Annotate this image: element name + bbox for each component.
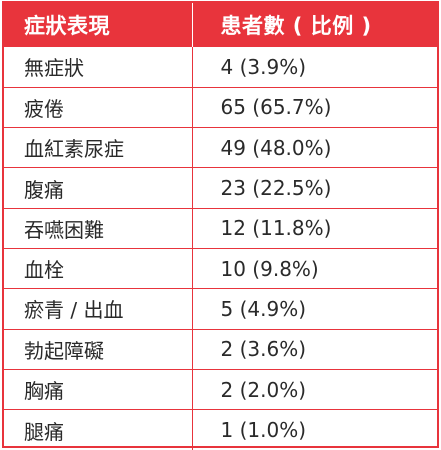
table-row: 勃起障礙 2 (3.6%) xyxy=(4,328,437,370)
table-row: 血栓 10 (9.8%) xyxy=(4,247,437,289)
table-row: 血紅素尿症 49 (48.0%) xyxy=(4,127,437,168)
table-row: 胸痛 2 (2.0%) xyxy=(4,368,437,410)
table-row: 腿痛 1 (1.0%) xyxy=(4,409,437,450)
count-cell: 5 (4.9%) xyxy=(192,288,437,330)
count-cell: 4 (3.9%) xyxy=(220,54,307,79)
count-cell: 12 (11.8%) xyxy=(192,207,437,249)
count-cell: 49 (48.0%) xyxy=(192,127,437,168)
count-cell: 2 (2.0%) xyxy=(192,368,437,410)
symptom-cell: 瘀青 / 出血 xyxy=(4,288,193,330)
symptom-cell: 腹痛 xyxy=(4,167,193,209)
header-row: 症狀表現 患者數 ( 比例 ) xyxy=(4,3,437,47)
symptom-table-grid: 症狀表現 患者數 ( 比例 ) 無症狀 4 (3.9%) 疲倦 65 (65.7… xyxy=(4,3,437,450)
table-row: 瘀青 / 出血 5 (4.9%) xyxy=(4,288,437,330)
table-row: 疲倦 65 (65.7%) xyxy=(4,86,437,128)
table-row: 吞嚥困難 12 (11.8%) xyxy=(4,207,437,249)
symptom-cell: 疲倦 xyxy=(4,86,193,128)
table-row: 無症狀 4 (3.9%) xyxy=(4,47,437,88)
header-symptom: 症狀表現 xyxy=(4,3,193,47)
count-cell: 2 (3.6%) xyxy=(192,328,437,370)
count-cell: 65 (65.7%) xyxy=(192,86,437,128)
symptom-cell: 胸痛 xyxy=(4,368,193,410)
count-cell: 1 (1.0%) xyxy=(192,409,437,450)
symptom-cell: 無症狀 xyxy=(4,47,193,88)
table-body: 無症狀 4 (3.9%) 疲倦 65 (65.7%) 血紅素尿症 49 (48.… xyxy=(4,47,437,450)
count-cell: 23 (22.5%) xyxy=(192,167,437,209)
table-row: 腹痛 23 (22.5%) xyxy=(4,167,437,209)
table-header: 症狀表現 患者數 ( 比例 ) xyxy=(4,3,437,47)
symptom-cell: 血栓 xyxy=(4,247,193,289)
count-cell: 10 (9.8%) xyxy=(192,247,437,289)
symptom-cell: 勃起障礙 xyxy=(4,328,193,370)
symptom-cell: 血紅素尿症 xyxy=(4,127,193,168)
header-count: 患者數 ( 比例 ) xyxy=(220,14,372,38)
symptom-cell: 腿痛 xyxy=(4,409,193,450)
symptom-cell: 吞嚥困難 xyxy=(4,207,193,249)
